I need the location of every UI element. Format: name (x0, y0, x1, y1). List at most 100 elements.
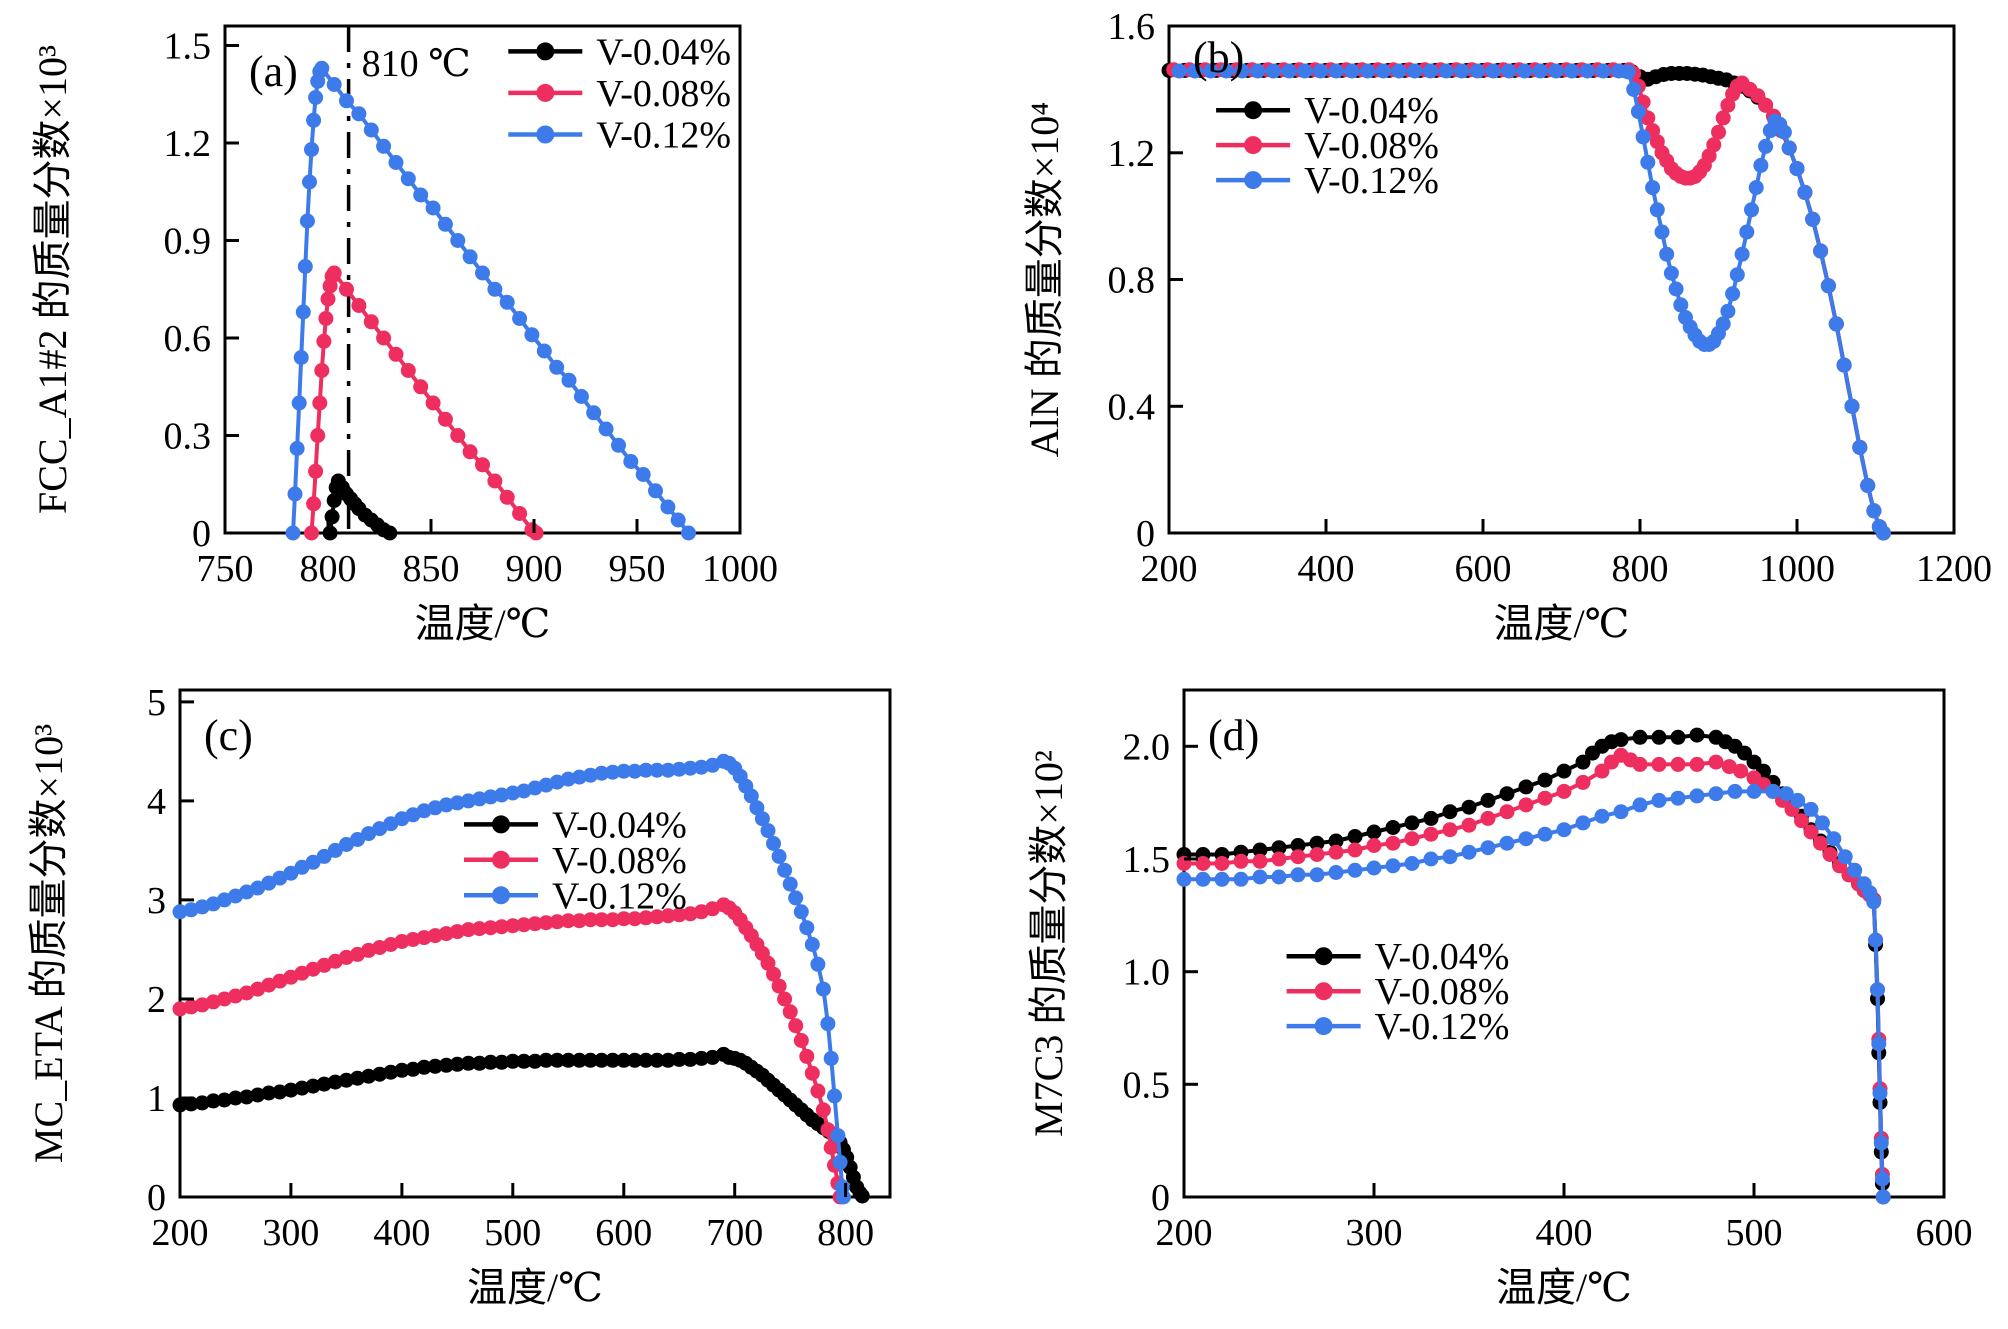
data-point (351, 298, 367, 313)
data-point (1309, 847, 1325, 862)
data-point (1844, 398, 1860, 414)
data-point (830, 1128, 846, 1144)
data-point (295, 304, 311, 320)
data-point (1673, 297, 1689, 313)
data-point (483, 920, 499, 936)
data-point (1706, 137, 1722, 153)
x-tick-label: 600 (1455, 548, 1512, 590)
data-point (512, 506, 528, 521)
legend-marker (1314, 982, 1333, 1001)
data-point (285, 525, 301, 541)
data-point (308, 90, 324, 105)
data-point (1347, 829, 1363, 844)
data-point (528, 525, 544, 541)
data-point (487, 281, 503, 297)
data-point (1518, 779, 1534, 795)
series-line-b-V-0.12% (1179, 69, 1886, 535)
data-point (815, 1102, 831, 1118)
x-tick-label: 800 (300, 548, 357, 590)
data-point (616, 911, 632, 927)
data-point (754, 811, 770, 827)
data-point (799, 1048, 815, 1064)
data-point (416, 930, 432, 946)
data-point (302, 174, 317, 190)
legend-marker (492, 815, 510, 834)
data-point (293, 350, 309, 365)
data-point (1328, 833, 1344, 849)
data-point (835, 1189, 851, 1205)
panel-b: 200 400 600 800 1000 1200 0 0.4 0.8 1.2 1.6 温度/℃ AlN… (1004, 0, 2008, 664)
data-point (1366, 860, 1382, 876)
data-point (1828, 316, 1844, 332)
x-tick-label: 1200 (1916, 548, 1992, 590)
data-point (449, 924, 465, 940)
data-point (1868, 932, 1884, 948)
data-point (494, 1054, 510, 1070)
data-point (1214, 856, 1230, 871)
data-point (1715, 316, 1731, 332)
data-point (660, 499, 676, 515)
data-point (1556, 783, 1572, 799)
data-point (1594, 808, 1610, 824)
data-point (1645, 180, 1661, 196)
x-tick-label: 750 (197, 548, 254, 590)
x-tick-label: 200 (152, 1212, 209, 1254)
series-markers-c-V-0.08% (172, 897, 848, 1205)
data-point (388, 346, 404, 362)
data-point (306, 112, 322, 128)
legend-label: V-0.04% (596, 31, 731, 73)
data-point (1860, 478, 1876, 493)
data-point (810, 1083, 826, 1099)
data-point (475, 457, 490, 473)
legend-marker (1244, 171, 1263, 190)
chart-panel-b: 200 400 600 800 1000 1200 0 0.4 0.8 1.2 1.6 温度/℃ AlN… (1022, 6, 1992, 646)
data-point (771, 978, 787, 994)
data-point (627, 1052, 643, 1068)
data-point (350, 1070, 365, 1086)
data-point (635, 467, 651, 482)
data-point (536, 343, 552, 359)
x-tick-label: 1000 (1759, 548, 1835, 590)
chart-panel-d: 200 300 400 500 600 0 0.5 1.0 1.5 2.0 温度/℃ M7C3 的质量… (1026, 688, 1973, 1310)
data-point (494, 787, 510, 803)
legend-label: V-0.12% (596, 115, 731, 157)
data-point (416, 1059, 432, 1075)
data-point (560, 913, 576, 929)
legend-item-a-V-0.04%: V-0.04% (508, 31, 731, 73)
data-point (1651, 729, 1667, 745)
data-point (1290, 867, 1306, 883)
data-point (594, 912, 610, 928)
data-point (250, 1087, 266, 1103)
data-point (1720, 303, 1736, 319)
legend-item-d-V-0.12%: V-0.12% (1286, 1006, 1509, 1048)
data-point (382, 525, 398, 541)
y-tick-label: 0.6 (164, 318, 212, 360)
data-point (598, 421, 614, 437)
data-point (499, 489, 515, 505)
data-point (1485, 63, 1501, 79)
data-point (308, 463, 324, 479)
data-point (1234, 63, 1250, 79)
data-point (483, 1054, 499, 1070)
legend-item-d-V-0.08%: V-0.08% (1286, 971, 1509, 1013)
data-point (571, 1052, 587, 1068)
y-tick-label: 0.3 (164, 416, 212, 458)
data-point (649, 1052, 665, 1068)
y-tick-label: 0 (1136, 513, 1155, 555)
x-tick-label: 400 (373, 1212, 430, 1254)
data-point (1501, 63, 1517, 79)
data-point (1328, 865, 1344, 880)
data-point (1423, 826, 1439, 842)
data-point (472, 791, 487, 807)
data-point (854, 1188, 870, 1204)
data-point (1753, 157, 1769, 173)
data-point (460, 922, 476, 938)
data-point (1873, 1135, 1889, 1151)
data-point (297, 259, 313, 274)
data-point (648, 483, 663, 499)
data-point (1537, 790, 1553, 806)
panel-letter-c: (c) (204, 711, 253, 760)
data-point (1407, 63, 1423, 79)
x-tick-label: 200 (1156, 1212, 1213, 1254)
data-point (494, 919, 510, 935)
